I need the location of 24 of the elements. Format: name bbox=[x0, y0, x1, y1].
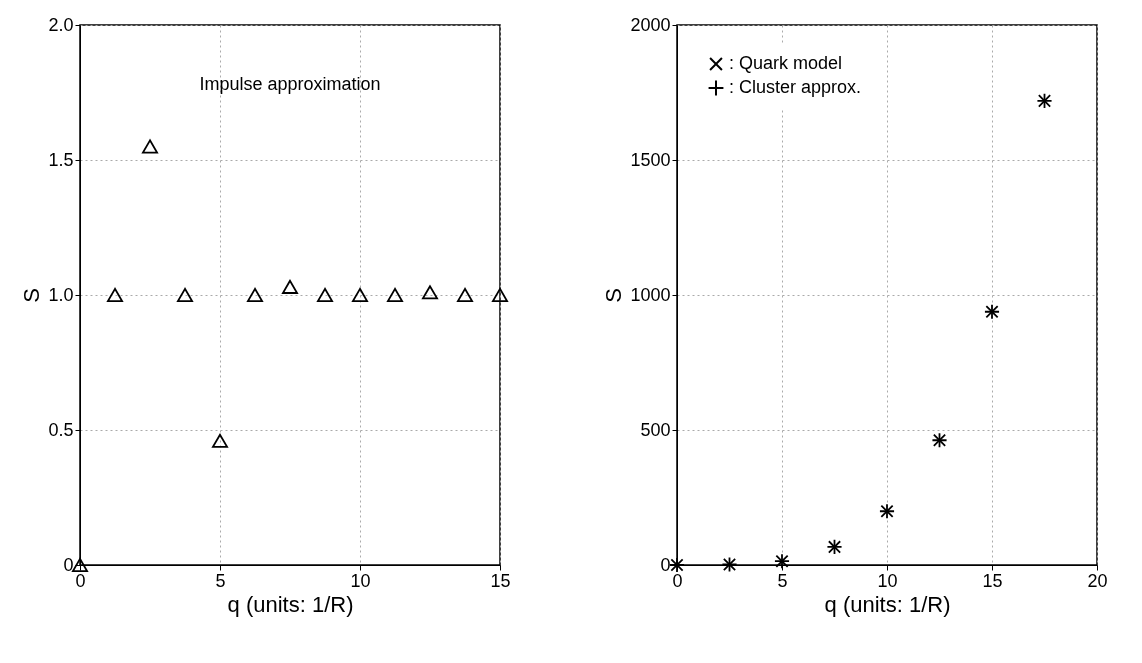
y-tick-label: 1.0 bbox=[48, 284, 74, 305]
x-tick-label: 10 bbox=[877, 570, 898, 591]
y-tick-label: 1.5 bbox=[48, 149, 74, 170]
y-tick-label: 1000 bbox=[630, 284, 671, 305]
y-tick-label: 2.0 bbox=[48, 14, 74, 35]
y-tick-label: 500 bbox=[640, 419, 671, 440]
annotation: Impulse approximation bbox=[199, 74, 381, 94]
legend-label: : Cluster approx. bbox=[729, 77, 862, 97]
y-tick-label: 2000 bbox=[630, 14, 671, 35]
x-tick-label: 20 bbox=[1087, 570, 1108, 591]
x-tick-label: 5 bbox=[777, 570, 788, 591]
x-tick-label: 10 bbox=[350, 570, 371, 591]
x-tick-label: 5 bbox=[215, 570, 226, 591]
y-tick-label: 0 bbox=[660, 554, 671, 575]
x-axis-title: q (units: 1/R) bbox=[824, 591, 951, 617]
x-tick-label: 15 bbox=[490, 570, 511, 591]
legend-label: : Quark model bbox=[729, 53, 843, 73]
y-axis-title: S bbox=[601, 288, 627, 303]
x-axis-title: q (units: 1/R) bbox=[227, 591, 354, 617]
y-tick-label: 0 bbox=[63, 554, 74, 575]
x-tick-label: 15 bbox=[982, 570, 1003, 591]
y-tick-label: 0.5 bbox=[48, 419, 74, 440]
y-tick-label: 1500 bbox=[630, 149, 671, 170]
y-axis-title: S bbox=[19, 288, 45, 303]
